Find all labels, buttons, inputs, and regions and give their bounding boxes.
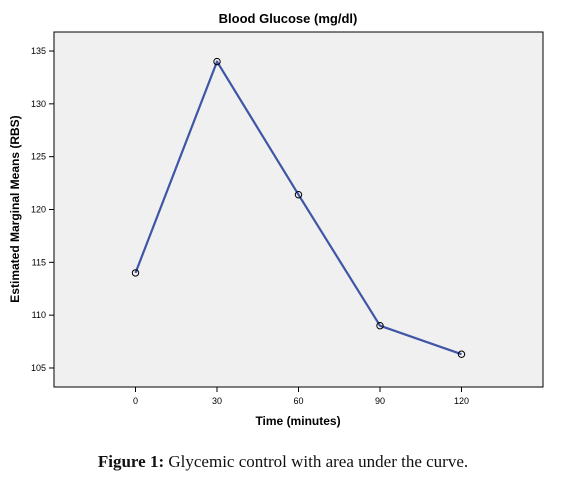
x-tick-label: 120 <box>454 396 469 406</box>
x-tick-label: 90 <box>375 396 385 406</box>
data-point <box>457 350 466 358</box>
data-point <box>131 269 140 277</box>
x-axis: 0 30 60 90 120 <box>133 387 469 406</box>
figure-caption: Figure 1: Glycemic control with area und… <box>0 452 566 472</box>
line-chart: Blood Glucose (mg/dl) 105 110 115 120 125 130… <box>8 11 544 428</box>
x-tick-label: 60 <box>293 396 303 406</box>
data-point <box>213 57 221 66</box>
data-point <box>376 322 384 330</box>
x-tick-label: 30 <box>212 396 222 406</box>
x-axis-label: Time (minutes) <box>255 414 340 428</box>
y-tick-label: 115 <box>32 257 46 267</box>
caption-prefix: Figure 1: <box>97 452 165 471</box>
y-axis-label: Estimated Marginal Means (RBS) <box>8 115 22 302</box>
chart-title: Blood Glucose (mg/dl) <box>219 11 358 26</box>
y-tick-label: 110 <box>32 310 46 320</box>
y-tick-label: 125 <box>31 152 46 162</box>
caption-text: Glycemic control with area under the cur… <box>168 452 469 471</box>
x-tick-label: 0 <box>133 396 138 406</box>
y-tick-label: 105 <box>31 363 46 373</box>
data-points <box>131 57 466 358</box>
y-tick-label: 130 <box>31 99 46 109</box>
data-point <box>294 191 303 199</box>
plot-area <box>53 31 544 388</box>
y-tick-label: 135 <box>31 46 46 56</box>
series-line <box>134 60 462 356</box>
y-tick-label: 120 <box>31 205 46 215</box>
y-axis: 105 110 115 120 125 130 135 <box>31 46 54 373</box>
